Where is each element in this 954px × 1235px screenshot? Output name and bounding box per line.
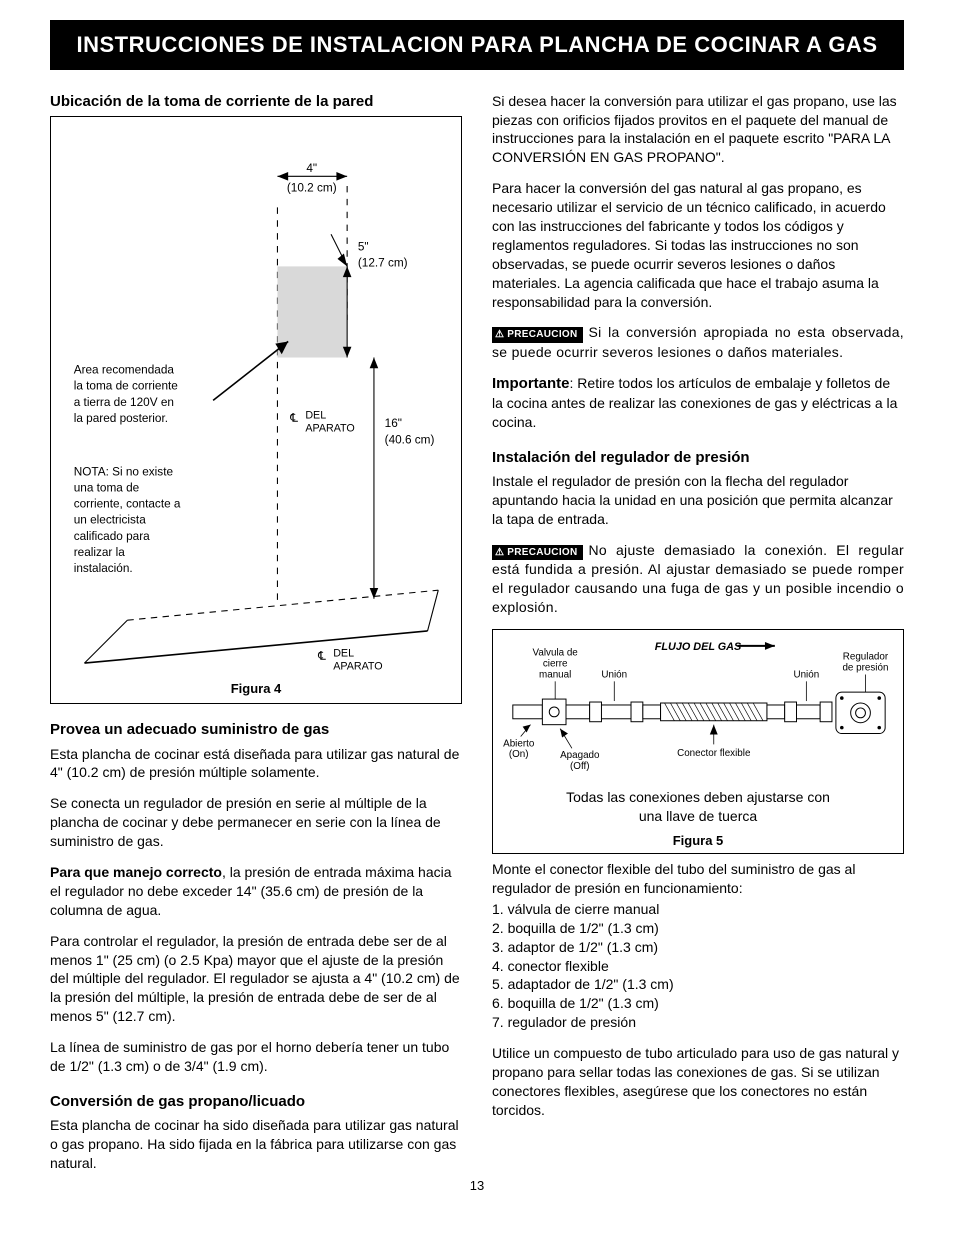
- page-banner: INSTRUCCIONES DE INSTALACION PARA PLANCH…: [50, 20, 904, 70]
- svg-text:(40.6 cm): (40.6 cm): [385, 433, 435, 446]
- heading-outlet-location: Ubicación de la toma de corriente de la …: [50, 92, 462, 112]
- para-conv-1: Si desea hacer la conversión para utiliz…: [492, 92, 904, 168]
- svg-text:16": 16": [385, 417, 402, 430]
- list-item: 2. boquilla de 1/2" (1.3 cm): [492, 919, 904, 938]
- para-gas-3: Para que manejo correcto, la presión de …: [50, 863, 462, 920]
- caution-2: PRECAUCIONNo ajuste demasiado la conexió…: [492, 541, 904, 617]
- list-item: 6. boquilla de 1/2" (1.3 cm): [492, 994, 904, 1013]
- list-item: 1. válvula de cierre manual: [492, 900, 904, 919]
- svg-text:de presión: de presión: [842, 663, 888, 674]
- svg-text:Unión: Unión: [793, 669, 819, 680]
- figure-5-note: Todas las conexiones deben ajustarse con…: [501, 788, 895, 826]
- para-propane-1: Esta plancha de cocinar ha sido diseñada…: [50, 1116, 462, 1173]
- para-gas-2: Se conecta un regulador de presión en se…: [50, 794, 462, 851]
- svg-text:NOTA: Si no existe: NOTA: Si no existe: [74, 465, 174, 478]
- svg-text:Abierto: Abierto: [503, 738, 535, 749]
- para-conv-2: Para hacer la conversión del gas natural…: [492, 179, 904, 311]
- svg-text:Apagado: Apagado: [560, 750, 600, 761]
- figure-5-box: FLUJO DEL GAS Valvula de cierre manual U…: [492, 629, 904, 854]
- important-note: Importante: Retire todos los artículos d…: [492, 374, 904, 432]
- two-column-layout: Ubicación de la toma de corriente de la …: [50, 92, 904, 1173]
- svg-text:realizar la: realizar la: [74, 546, 126, 559]
- list-item: 5. adaptador de 1/2" (1.3 cm): [492, 975, 904, 994]
- svg-text:calificado para: calificado para: [74, 530, 150, 543]
- svg-text:APARATO: APARATO: [305, 422, 354, 434]
- svg-text:(12.7 cm): (12.7 cm): [358, 256, 408, 269]
- figure-4-box: 4" (10.2 cm) 5" (12.7 cm) 16" (40.6 cm) …: [50, 116, 462, 704]
- figure-4-caption: Figura 4: [63, 680, 449, 698]
- component-list: 1. válvula de cierre manual 2. boquilla …: [492, 900, 904, 1032]
- svg-text:la pared posterior.: la pared posterior.: [74, 412, 168, 425]
- svg-text:corriente, contacte a: corriente, contacte a: [74, 498, 181, 511]
- svg-text:DEL: DEL: [333, 648, 354, 660]
- svg-text:manual: manual: [539, 669, 571, 680]
- svg-text:Area recomendada: Area recomendada: [74, 364, 175, 377]
- svg-text:4": 4": [306, 162, 317, 175]
- para-gas-4: Para controlar el regulador, la presión …: [50, 932, 462, 1026]
- svg-text:℄: ℄: [317, 650, 326, 663]
- page-number: 13: [50, 1177, 904, 1195]
- svg-text:℄: ℄: [289, 412, 298, 425]
- svg-text:(Off): (Off): [570, 761, 590, 772]
- svg-text:(10.2 cm): (10.2 cm): [287, 181, 337, 194]
- heading-gas-supply: Provea un adecuado suministro de gas: [50, 720, 462, 740]
- caution-icon: PRECAUCION: [492, 327, 583, 343]
- figure-5-caption: Figura 5: [501, 832, 895, 850]
- para-mount: Monte el conector flexible del tubo del …: [492, 860, 904, 898]
- svg-text:instalación.: instalación.: [74, 562, 133, 575]
- svg-text:a tierra de 120V en: a tierra de 120V en: [74, 396, 174, 409]
- svg-text:5": 5": [358, 240, 369, 253]
- heading-propane: Conversión de gas propano/licuado: [50, 1092, 462, 1112]
- figure-4-diagram: 4" (10.2 cm) 5" (12.7 cm) 16" (40.6 cm) …: [63, 127, 449, 674]
- heading-regulator: Instalación del regulador de presión: [492, 448, 904, 468]
- caution-1: PRECAUCIONSi la conversión apropiada no …: [492, 323, 904, 361]
- svg-text:Regulador: Regulador: [843, 652, 889, 663]
- svg-text:cierre: cierre: [543, 659, 568, 670]
- caution-icon: PRECAUCION: [492, 545, 583, 561]
- svg-text:la toma de corriente: la toma de corriente: [74, 380, 179, 393]
- para-reg-1: Instale el regulador de presión con la f…: [492, 472, 904, 529]
- svg-text:una toma de: una toma de: [74, 481, 140, 494]
- list-item: 3. adaptor de 1/2" (1.3 cm): [492, 938, 904, 957]
- svg-text:Unión: Unión: [601, 669, 627, 680]
- figure-5-diagram: FLUJO DEL GAS Valvula de cierre manual U…: [501, 638, 895, 786]
- svg-text:FLUJO DEL GAS: FLUJO DEL GAS: [655, 641, 742, 653]
- right-column: Si desea hacer la conversión para utiliz…: [492, 92, 904, 1173]
- svg-text:Valvula de: Valvula de: [533, 648, 579, 659]
- list-item: 4. conector flexible: [492, 957, 904, 976]
- svg-text:Conector flexible: Conector flexible: [677, 748, 751, 759]
- para-gas-1: Esta plancha de cocinar está diseñada pa…: [50, 745, 462, 783]
- para-gas-5: La línea de suministro de gas por el hor…: [50, 1038, 462, 1076]
- svg-text:(On): (On): [509, 749, 529, 760]
- list-item: 7. regulador de presión: [492, 1013, 904, 1032]
- svg-text:un electricista: un electricista: [74, 514, 146, 527]
- svg-text:DEL: DEL: [305, 410, 326, 422]
- left-column: Ubicación de la toma de corriente de la …: [50, 92, 462, 1173]
- svg-text:APARATO: APARATO: [333, 660, 382, 672]
- para-compound: Utilice un compuesto de tubo articulado …: [492, 1044, 904, 1120]
